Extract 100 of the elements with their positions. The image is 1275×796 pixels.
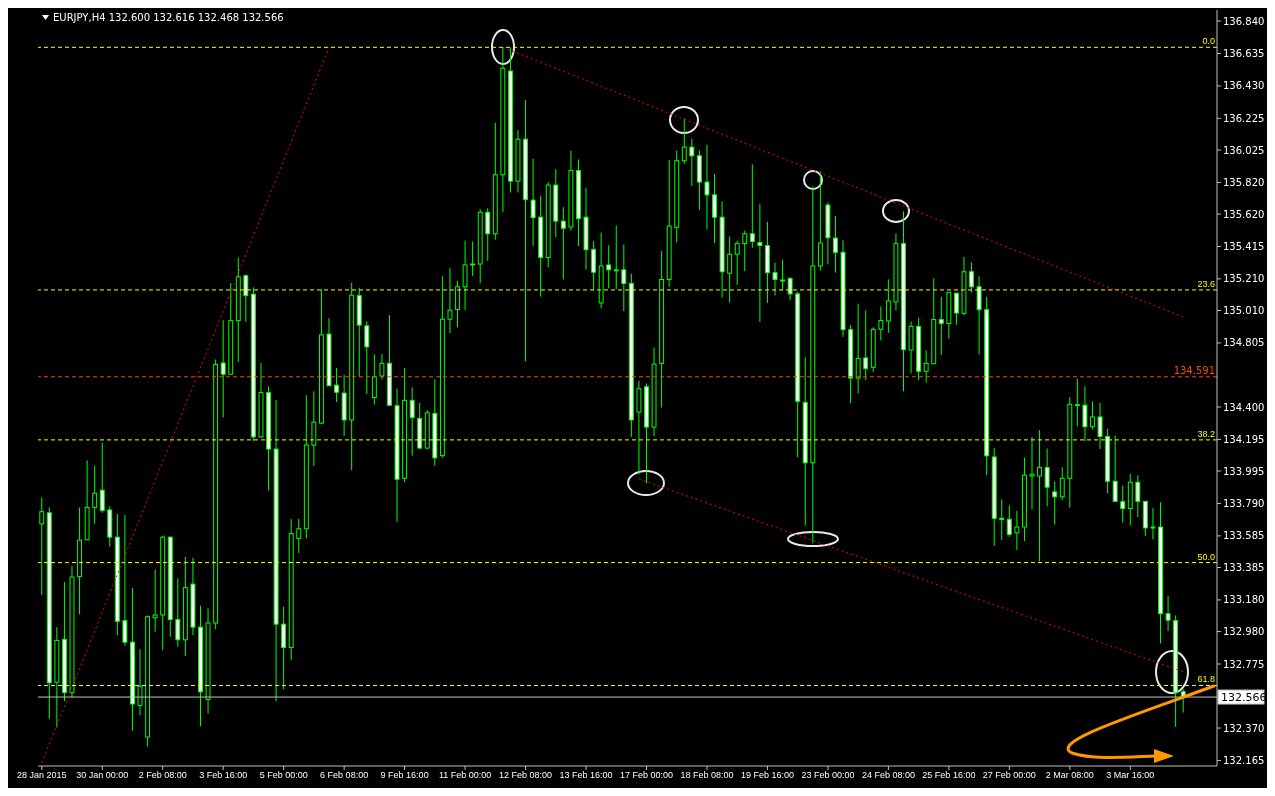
x-tick-label: 11 Feb 00:00 (438, 770, 492, 781)
candlestick (833, 215, 838, 274)
x-tick-label: 28 Jan 2015 (17, 770, 67, 781)
candlestick (1074, 378, 1080, 427)
candlestick (1052, 481, 1058, 525)
candlestick (560, 206, 566, 280)
candlestick (757, 203, 763, 323)
candlestick (734, 240, 740, 286)
x-tick-label: 6 Feb 08:00 (320, 770, 369, 781)
candlestick (1150, 507, 1156, 540)
candlestick (1165, 595, 1171, 632)
candlestick (455, 280, 460, 328)
candlestick (1059, 466, 1065, 501)
y-tick-label: 132.775 (1223, 658, 1265, 670)
candlestick (999, 499, 1005, 541)
x-tick-label: 2 Feb 08:00 (138, 770, 187, 781)
y-tick-label: 136.635 (1223, 48, 1265, 60)
candlestick (712, 173, 717, 244)
candlestick (447, 267, 453, 334)
candlestick (969, 261, 974, 294)
y-tick-label: 135.415 (1223, 241, 1265, 252)
x-tick-label: 25 Feb 16:00 (922, 770, 976, 781)
candlestick (281, 606, 287, 690)
candlestick (817, 170, 823, 271)
candlestick (1029, 436, 1035, 510)
candlestick (780, 259, 786, 291)
candlestick (878, 306, 884, 341)
candlestick (220, 319, 226, 419)
y-tick-label: 135.620 (1223, 208, 1265, 220)
candlestick (681, 118, 687, 165)
candlestick (530, 158, 536, 247)
candlestick (364, 320, 370, 395)
x-tick-label: 24 Feb 08:00 (861, 770, 915, 781)
candlestick (122, 514, 128, 647)
annotation: 61.8 (1197, 674, 1215, 685)
candlestick (772, 262, 778, 297)
y-tick-label: 134.400 (1223, 401, 1265, 413)
y-tick-label: 136.840 (1223, 15, 1265, 27)
y-tick-label: 136.225 (1223, 112, 1265, 124)
candlestick (462, 240, 468, 311)
y-tick-label: 132.165 (1223, 755, 1265, 767)
y-tick-label: 134.195 (1223, 433, 1265, 445)
candlestick (606, 244, 612, 289)
candlestick (885, 278, 891, 334)
candlestick (749, 163, 755, 249)
candlestick (976, 275, 982, 355)
candlestick (39, 496, 45, 596)
x-tick-label: 3 Feb 16:00 (199, 770, 248, 781)
y-tick-label: 133.790 (1223, 498, 1265, 510)
candlestick (1120, 485, 1126, 524)
annotation: 38.2 (1197, 428, 1215, 439)
x-tick-label: 17 Feb 00:00 (619, 770, 674, 781)
candlestick (1044, 448, 1050, 507)
y-tick-label: 136.430 (1223, 80, 1265, 92)
candlestick (243, 274, 249, 323)
candlestick (704, 144, 710, 230)
y-tick-label: 132.980 (1223, 626, 1265, 638)
candlestick (855, 303, 861, 394)
candlestick (485, 207, 491, 262)
candlestick (296, 518, 302, 554)
y-tick-label: 134.805 (1223, 337, 1265, 349)
candlestick (621, 244, 627, 312)
y-tick-label: 136.025 (1223, 144, 1265, 156)
candlestick (953, 292, 959, 326)
ref-line-label: 134.591 (1173, 364, 1215, 376)
candlestick (1135, 474, 1141, 518)
candlestick (1037, 429, 1043, 562)
x-tick-label: 23 Feb 00:00 (801, 770, 855, 781)
candlestick (1097, 402, 1103, 450)
candlestick (863, 310, 869, 381)
chart-title: EURJPY,H4 132.600 132.616 132.468 132.566 (53, 12, 284, 23)
candlestick (787, 276, 793, 301)
annotation: 50.0 (1197, 551, 1215, 562)
x-tick-label: 13 Feb 16:00 (559, 770, 613, 781)
candlestick (923, 349, 929, 384)
x-tick-label: 9 Feb 16:00 (380, 770, 429, 781)
candlestick (1112, 434, 1118, 503)
candlestick (92, 465, 98, 525)
y-tick-label: 133.995 (1223, 465, 1265, 477)
candlestick (409, 386, 415, 457)
x-tick-label: 19 Feb 16:00 (740, 770, 794, 781)
candlestick (470, 241, 476, 277)
y-tick-label: 135.010 (1223, 305, 1265, 317)
x-tick-label: 18 Feb 08:00 (680, 770, 734, 781)
x-tick-label: 5 Feb 00:00 (259, 770, 308, 781)
annotation: 0.0 (1202, 36, 1215, 47)
x-tick-label: 12 Feb 08:00 (499, 770, 553, 781)
candlestick (938, 296, 944, 356)
annotation: 23.6 (1197, 278, 1215, 289)
candlestick (371, 353, 377, 406)
candlestick (742, 230, 748, 272)
candlestick (99, 442, 105, 514)
candlestick (1006, 504, 1012, 538)
candlestick (152, 569, 158, 633)
x-tick-label: 27 Feb 00:00 (982, 770, 1036, 781)
candlestick (689, 138, 695, 187)
candlestick (613, 225, 619, 290)
x-tick-label: 30 Jan 00:00 (76, 770, 129, 781)
y-tick-label: 133.385 (1223, 562, 1265, 574)
y-tick-label: 135.820 (1223, 176, 1265, 188)
